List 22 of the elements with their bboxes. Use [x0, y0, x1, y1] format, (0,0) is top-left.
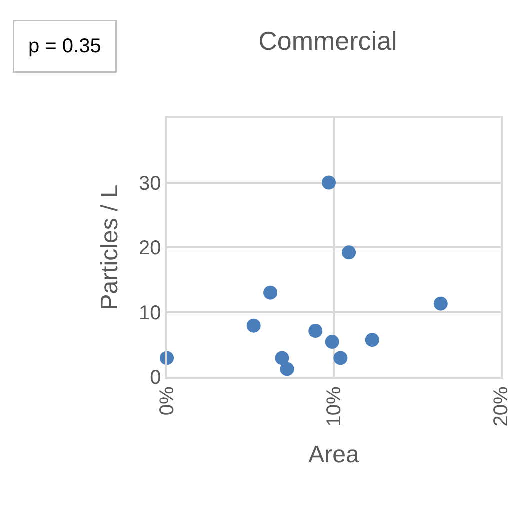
point [275, 351, 290, 366]
x-tick-label: 10% [324, 386, 346, 427]
point [322, 176, 336, 190]
text: p = 0.35 [28, 36, 102, 58]
point [264, 286, 278, 300]
point [325, 335, 340, 350]
chart-title: Commercial [258, 26, 398, 56]
point [334, 351, 348, 366]
x-tick-label: 0% [156, 386, 178, 416]
point [365, 333, 380, 348]
x-tick-label: 20% [490, 386, 512, 427]
point [342, 246, 356, 260]
point [308, 324, 323, 338]
y-tick-label: 20 [139, 238, 162, 260]
point [280, 362, 294, 376]
point [246, 318, 261, 333]
y-axis-title: Particles / L [96, 184, 124, 310]
y-tick-label: 0 [150, 367, 162, 389]
point [434, 296, 448, 311]
y-tick-label: 30 [139, 172, 162, 195]
x-axis-title: Area [308, 442, 360, 469]
y-tick-label: 10 [139, 302, 162, 324]
